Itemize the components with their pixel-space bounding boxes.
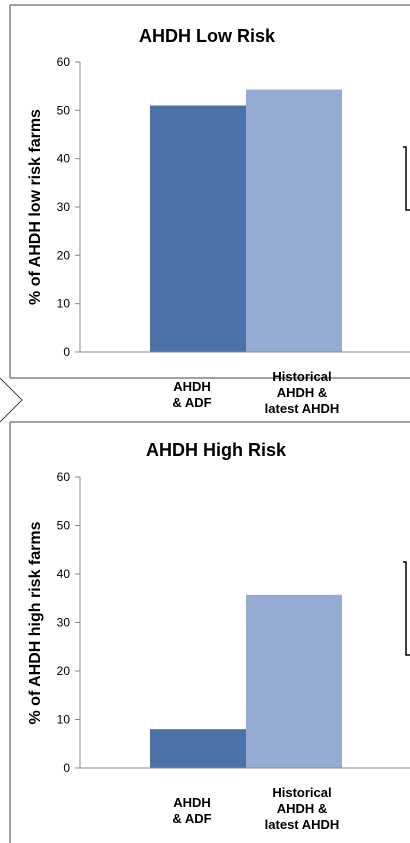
x-category-label: Historical AHDH & latest AHDH bbox=[265, 785, 340, 832]
chart-title: AHDH Low Risk bbox=[139, 26, 276, 46]
plot-area: 0 10 20 30 40 50 60 AHDH & ADF Historical AHDH & la… bbox=[57, 470, 410, 832]
bar bbox=[246, 89, 342, 353]
y-tick-label: 30 bbox=[57, 200, 71, 214]
chart-high-risk: AHDH High Risk % of AHDH high risk farms… bbox=[27, 440, 410, 832]
y-tick-label: 50 bbox=[57, 519, 71, 533]
y-tick-label: 60 bbox=[57, 55, 71, 69]
chart-low-risk: AHDH Low Risk % of AHDH low risk farms 0… bbox=[27, 26, 410, 416]
bar bbox=[246, 594, 342, 768]
bar bbox=[150, 105, 246, 352]
y-tick-label: 0 bbox=[63, 761, 70, 775]
y-tick-label: 20 bbox=[57, 248, 71, 262]
chart-title: AHDH High Risk bbox=[146, 440, 287, 460]
y-axis-label: % of AHDH low risk farms bbox=[27, 109, 44, 305]
x-category-label: AHDH & ADF bbox=[172, 379, 211, 410]
y-tick-label: 40 bbox=[57, 152, 71, 166]
y-axis-label: % of AHDH high risk farms bbox=[27, 521, 44, 724]
plot-area: 0 10 20 30 40 50 60 AHDH & ADF Historical AHDH & la… bbox=[57, 55, 410, 416]
y-tick-label: 10 bbox=[57, 297, 71, 311]
x-category-label: Historical AHDH & latest AHDH bbox=[265, 369, 340, 416]
bar bbox=[150, 729, 246, 768]
y-tick-label: 0 bbox=[63, 345, 70, 359]
y-tick-label: 40 bbox=[57, 567, 71, 581]
y-tick-label: 50 bbox=[57, 103, 71, 117]
y-tick-label: 10 bbox=[57, 713, 71, 727]
y-tick-label: 20 bbox=[57, 664, 71, 678]
frame-lines bbox=[0, 4, 410, 843]
y-tick-label: 60 bbox=[57, 470, 71, 484]
y-tick-label: 30 bbox=[57, 616, 71, 630]
x-category-label: AHDH & ADF bbox=[172, 795, 211, 826]
